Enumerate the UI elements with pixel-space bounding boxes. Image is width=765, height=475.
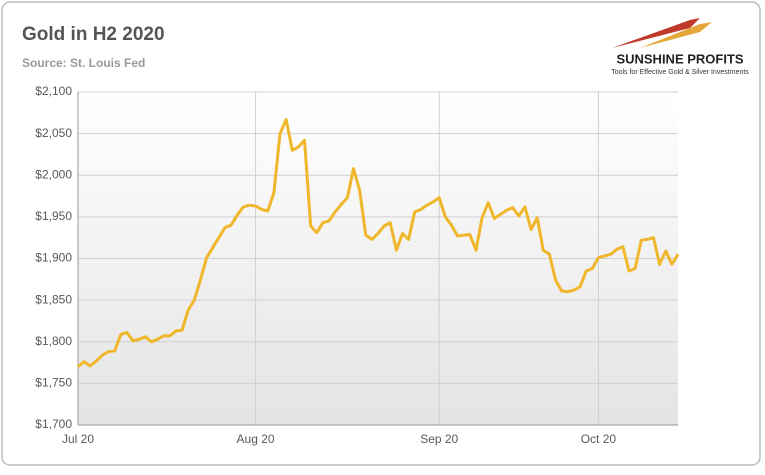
logo-swoosh [640,22,712,48]
x-tick-label: Aug 20 [237,432,275,446]
x-tick-label: Jul 20 [62,432,94,446]
y-tick-label: $1,850 [35,292,72,306]
x-tick-label: Sep 20 [420,432,458,446]
logo-tagline: Tools for Effective Gold & Silver Invest… [611,69,749,76]
price-line [77,118,680,368]
y-tick-label: $2,000 [35,167,72,181]
y-tick-label: $1,900 [35,251,72,265]
x-tick-label: Oct 20 [581,432,617,446]
logo-swoosh [612,18,700,48]
y-tick-label: $2,100 [35,84,72,98]
y-tick-label: $1,800 [35,334,72,348]
y-tick-label: $1,750 [35,376,72,390]
y-tick-label: $1,700 [35,417,72,431]
chart-subtitle: Source: St. Louis Fed [22,56,145,70]
y-tick-label: $1,950 [35,209,72,223]
logo: SUNSHINE PROFITS Tools for Effective Gol… [611,18,749,76]
chart-title: Gold in H2 2020 [22,24,165,45]
chart-layer: $1,700 $1,750 $1,800 $1,850 $1,900 $1,950 $2,0… [35,84,680,446]
logo-name: SUNSHINE PROFITS [616,51,743,66]
y-tick-label: $2,050 [35,126,72,140]
